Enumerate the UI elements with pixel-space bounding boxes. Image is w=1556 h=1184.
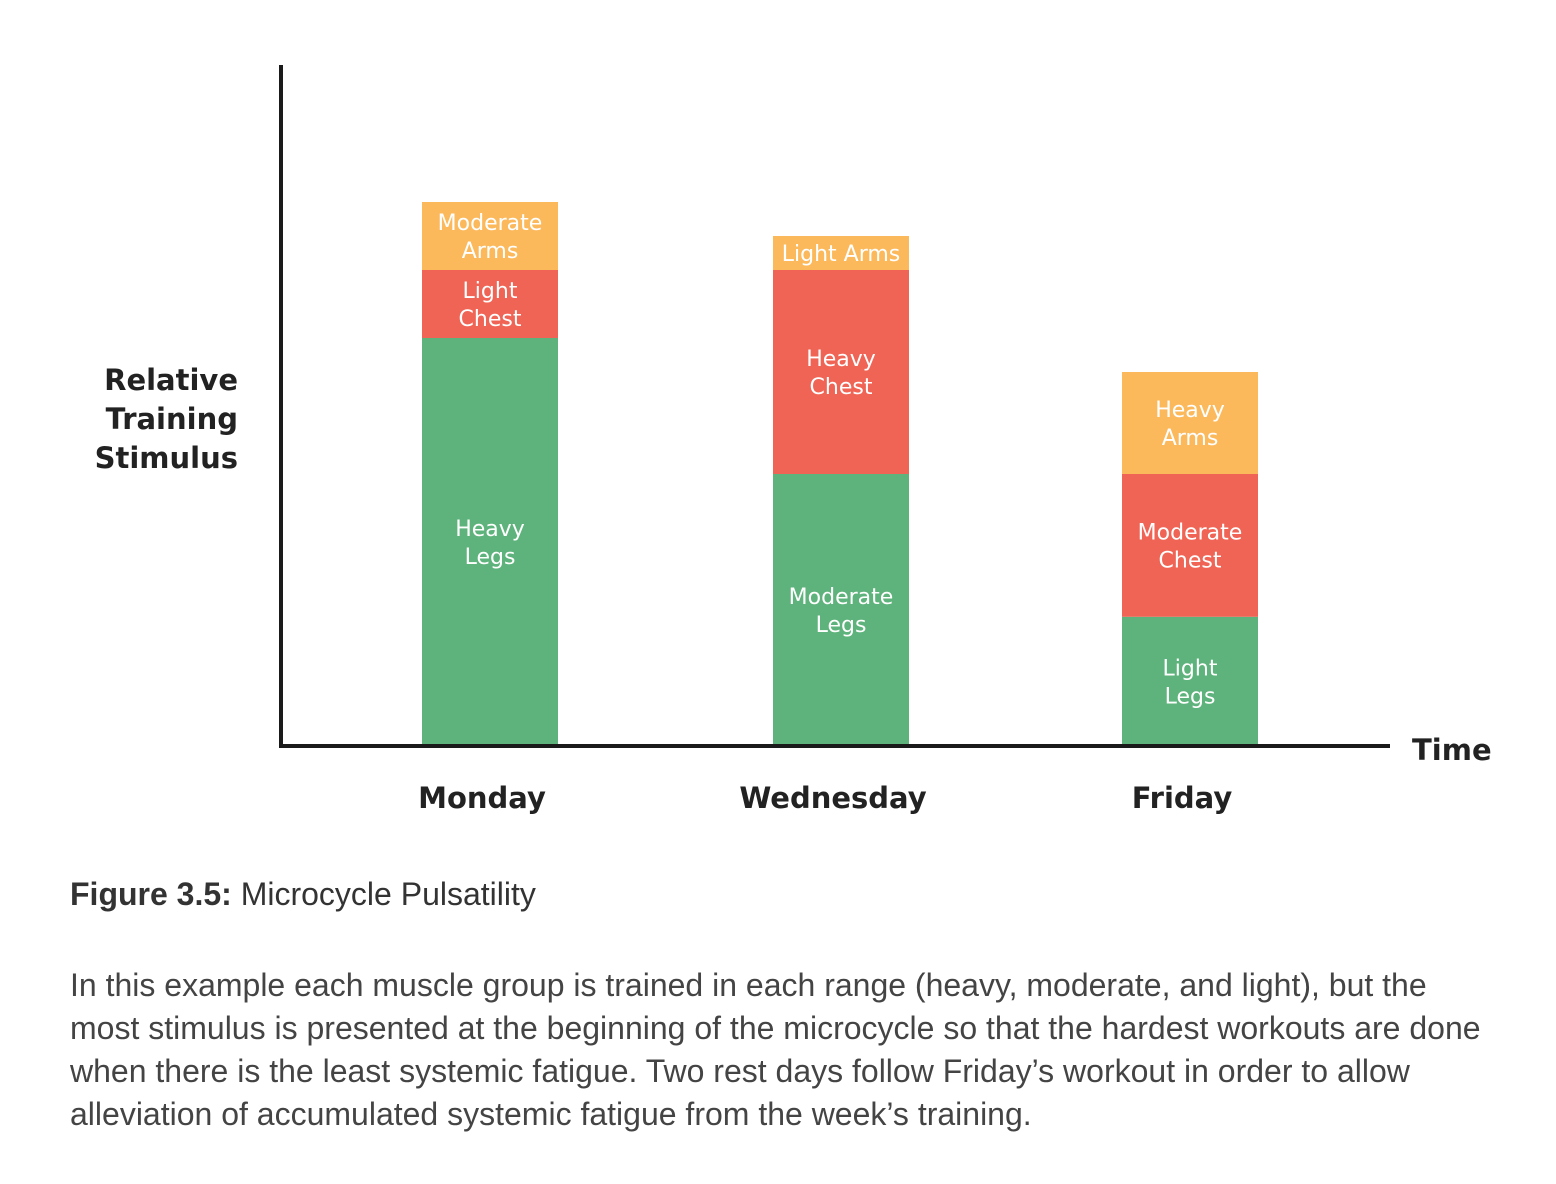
segment-label-monday-heavy-legs: Legs [465,545,516,570]
bar-segment-wednesday-light-arms [773,236,909,270]
segment-label-friday-heavy-arms: Arms [1162,426,1219,451]
y-axis-label-line: Relative [104,363,238,397]
figure-description: In this example each muscle group is tra… [70,967,1481,1132]
y-axis-label: Relative Training Stimulus [95,363,238,475]
segment-label-monday-moderate-arms: Moderate [438,211,543,236]
axes-layer [279,65,1390,748]
y-axis-label-line: Training [106,402,238,436]
bar-segment-wednesday-heavy-chest [773,270,909,474]
figure-caption: Figure 3.5: Microcycle Pulsatility [70,876,1490,913]
y-axis-label-line: Stimulus [95,441,238,475]
segment-label-friday-moderate-chest: Chest [1159,548,1222,573]
segment-label-wednesday-heavy-chest: Heavy [806,347,876,372]
segment-label-wednesday-moderate-legs: Moderate [789,585,894,610]
segment-label-monday-light-chest: Chest [459,307,522,332]
bar-segment-friday-moderate-chest [1122,474,1258,617]
bars-layer [422,202,1258,746]
segment-label-monday-light-chest: Light [463,279,518,304]
segment-label-wednesday-heavy-chest: Chest [810,375,873,400]
stacked-bar-chart: Heavy Legs Light Chest Moderate Arms Monday Mod… [95,65,1492,815]
bar-segment-monday-heavy-legs [422,338,558,746]
segment-label-monday-heavy-legs: Heavy [455,517,525,542]
bar-segment-friday-heavy-arms [1122,372,1258,474]
category-label-wednesday: Wednesday [739,781,926,815]
segment-label-friday-light-legs: Legs [1165,684,1216,709]
bar-segment-monday-moderate-arms [422,202,558,270]
figure-number: Figure 3.5: [70,876,232,912]
segment-label-friday-heavy-arms: Heavy [1155,398,1225,423]
bar-segment-friday-light-legs [1122,616,1258,746]
x-axis-label: Time [1412,733,1492,767]
segment-label-wednesday-moderate-legs: Legs [816,613,867,638]
segment-label-wednesday-light-arms: Light Arms [782,242,901,267]
category-label-monday: Monday [418,781,546,815]
segment-label-friday-moderate-chest: Moderate [1138,520,1243,545]
segment-label-friday-light-legs: Light [1163,656,1218,681]
bar-segment-monday-light-chest [422,270,558,338]
segment-label-monday-moderate-arms: Arms [462,239,519,264]
category-label-friday: Friday [1132,781,1233,815]
figure-title: Microcycle Pulsatility [240,876,536,912]
labels-layer: Heavy Legs Light Chest Moderate Arms Monday Mod… [95,211,1492,815]
bar-segment-wednesday-moderate-legs [773,474,909,746]
